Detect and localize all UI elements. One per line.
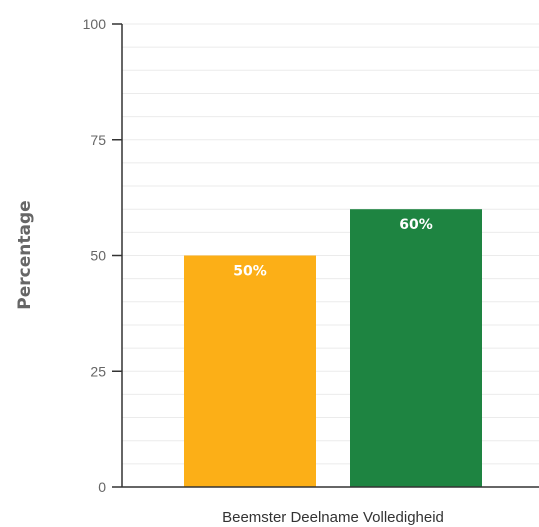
bar-series-0 [184,255,316,487]
y-tick-label: 75 [90,132,106,148]
data-label-series-1: 60% [399,217,433,233]
data-label-series-0: 50% [233,264,267,280]
data-labels: 50% 60% [233,217,433,279]
y-tick-label: 25 [90,363,106,379]
y-axis-title: Percentage [15,200,35,309]
y-tick-label: 50 [90,248,106,264]
y-axis-ticks: 0 25 50 75 100 [83,16,122,495]
bar-series-1 [350,209,482,487]
y-tick-label: 100 [83,16,107,32]
bars [184,209,482,487]
y-tick-label: 0 [98,479,106,495]
x-category-label: Beemster Deelname Volledigheid [222,509,444,526]
